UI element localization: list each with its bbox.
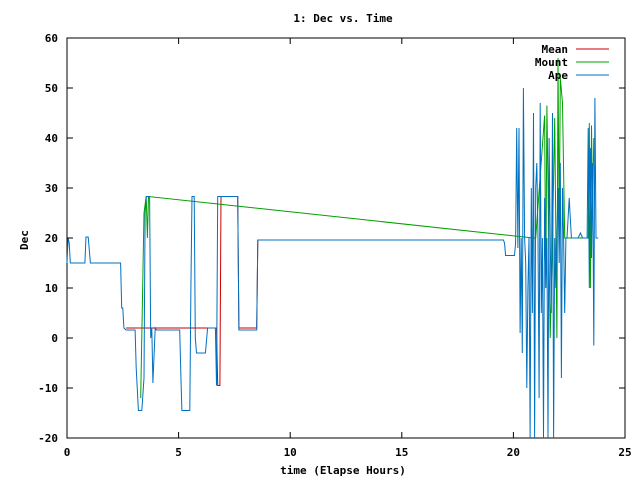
y-tick-label: 10 — [45, 282, 58, 295]
y-tick-label: 40 — [45, 132, 58, 145]
legend-label-mean: Mean — [542, 43, 569, 56]
y-tick-label: 0 — [51, 332, 58, 345]
y-tick-label: 30 — [45, 182, 58, 195]
x-tick-label: 15 — [395, 446, 408, 459]
series-line-mount — [140, 57, 595, 399]
chart-title: 1: Dec vs. Time — [293, 12, 393, 25]
x-tick-label: 25 — [618, 446, 631, 459]
y-tick-label: -20 — [38, 432, 58, 445]
x-tick-label: 0 — [64, 446, 71, 459]
series-layer — [66, 57, 599, 439]
y-tick-label: 20 — [45, 232, 58, 245]
y-axis-label: Dec — [18, 230, 31, 250]
series-line-mean — [126, 196, 290, 386]
y-tick-label: 50 — [45, 82, 58, 95]
plot-area: 0 5 10 15 20 25 -20 -10 0 10 20 30 40 50 60 — [38, 32, 632, 459]
x-axis-label: time (Elapse Hours) — [280, 464, 406, 477]
y-tick-label: -10 — [38, 382, 58, 395]
legend-label-ape: Ape — [548, 69, 568, 82]
y-tick-label: 60 — [45, 32, 58, 45]
tick-layer: 0 5 10 15 20 25 -20 -10 0 10 20 30 40 50 60 — [38, 32, 632, 459]
legend-label-mount: Mount — [535, 56, 568, 69]
series-line-ape — [66, 87, 599, 439]
x-tick-label: 5 — [175, 446, 182, 459]
x-tick-label: 10 — [284, 446, 297, 459]
x-tick-label: 20 — [507, 446, 520, 459]
